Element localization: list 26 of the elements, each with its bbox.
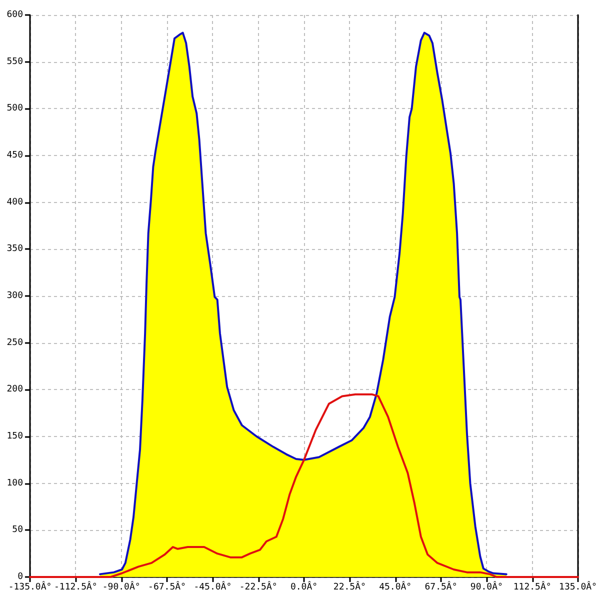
y-tick-label: 350 xyxy=(6,244,23,254)
x-tick-label: 112.5Â° xyxy=(513,580,552,592)
x-tick-label: 0.0Â° xyxy=(290,580,318,592)
y-tick-label: 400 xyxy=(6,197,23,208)
x-tick-label: -90.0Â° xyxy=(102,580,140,592)
y-tick-label: 200 xyxy=(6,384,23,395)
x-tick-label: -45.0Â° xyxy=(194,580,232,592)
y-tick-label: 600 xyxy=(6,10,23,20)
y-tick-label: 100 xyxy=(6,478,23,488)
x-tick-label: -112.5Â° xyxy=(54,580,98,592)
y-tick-label: 150 xyxy=(6,432,23,442)
y-tick-label: 50 xyxy=(12,525,23,536)
x-tick-label: 67.5Â° xyxy=(424,580,458,592)
x-tick-label: 90.0Â° xyxy=(470,580,503,592)
y-tick-label: 500 xyxy=(6,104,23,114)
x-tick-label: -22.5Â° xyxy=(239,580,278,592)
x-tick-label: -135.0Â° xyxy=(8,580,52,592)
y-tick-label: 450 xyxy=(6,150,23,160)
y-tick-label: 300 xyxy=(6,291,23,301)
y-tick-label: 250 xyxy=(6,338,23,348)
x-tick-label: 22.5Â° xyxy=(333,580,366,592)
x-tick-label: 135.0Â° xyxy=(559,580,597,592)
x-tick-label: 45.0Â° xyxy=(379,580,412,592)
x-tick-label: -67.5Â° xyxy=(148,580,186,592)
y-tick-label: 0 xyxy=(18,572,23,582)
y-tick-label: 550 xyxy=(6,56,23,67)
